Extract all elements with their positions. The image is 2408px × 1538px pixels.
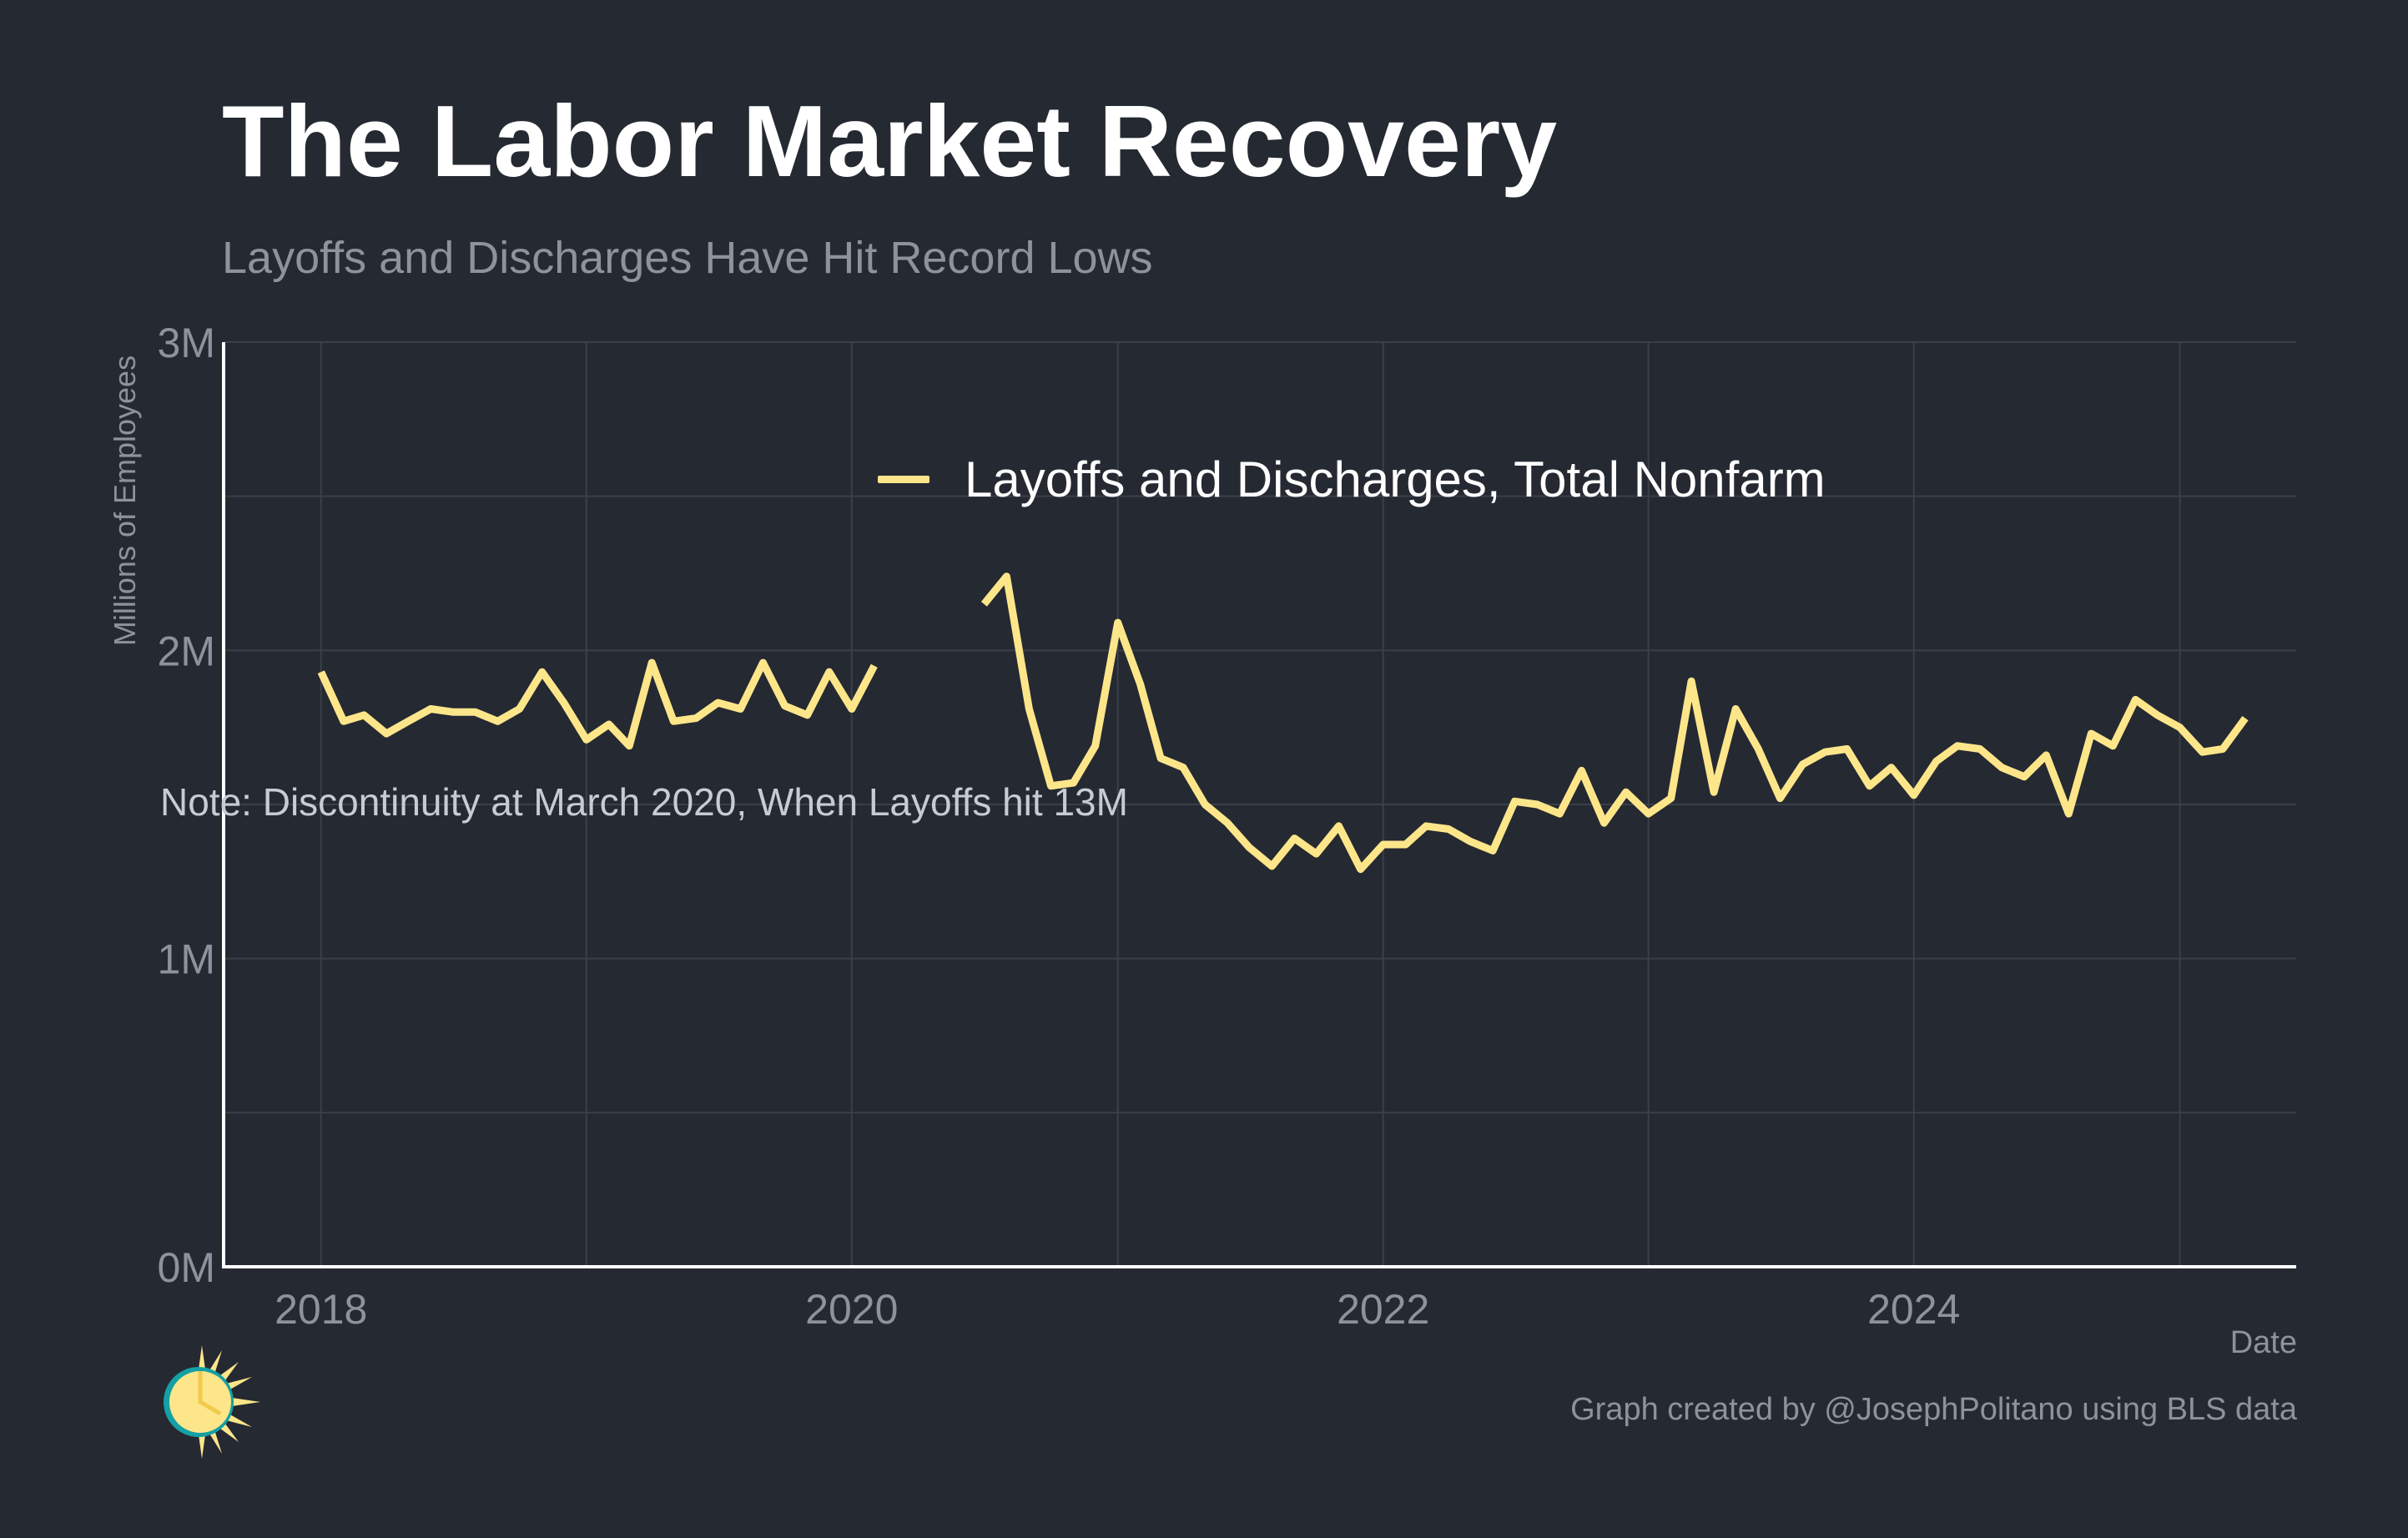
y-tick-labels: 0M 1M 2M 3M [158, 320, 215, 1291]
gridlines [224, 341, 2296, 1267]
discontinuity-note: Note: Discontinuity at March 2020, When … [160, 780, 1128, 824]
y-tick-label: 0M [158, 1244, 215, 1291]
y-tick-label: 2M [158, 628, 215, 674]
credit-text: Graph created by @JosephPolitano using B… [1570, 1392, 2297, 1427]
series-line-segment [980, 572, 2249, 874]
legend: Layoffs and Discharges, Total Nonfarm [878, 451, 1826, 508]
legend-swatch [878, 476, 929, 483]
sun-logo-icon [164, 1345, 260, 1459]
x-axis-label: Date [2229, 1325, 2297, 1360]
axes [222, 342, 2296, 1268]
series-line-segment [317, 658, 878, 750]
series-layer [317, 572, 2249, 874]
chart-subtitle: Layoffs and Discharges Have Hit Record L… [222, 233, 1153, 283]
x-tick-labels: 2018 2020 2022 2024 [275, 1286, 1960, 1333]
y-tick-label: 1M [158, 936, 215, 983]
legend-label: Layoffs and Discharges, Total Nonfarm [965, 451, 1826, 507]
x-tick-label: 2022 [1337, 1286, 1429, 1333]
y-tick-label: 3M [158, 320, 215, 366]
chart-title: The Labor Market Recovery [222, 84, 1558, 198]
x-tick-label: 2018 [275, 1286, 367, 1333]
x-tick-label: 2024 [1867, 1286, 1960, 1333]
x-tick-label: 2020 [805, 1286, 898, 1333]
